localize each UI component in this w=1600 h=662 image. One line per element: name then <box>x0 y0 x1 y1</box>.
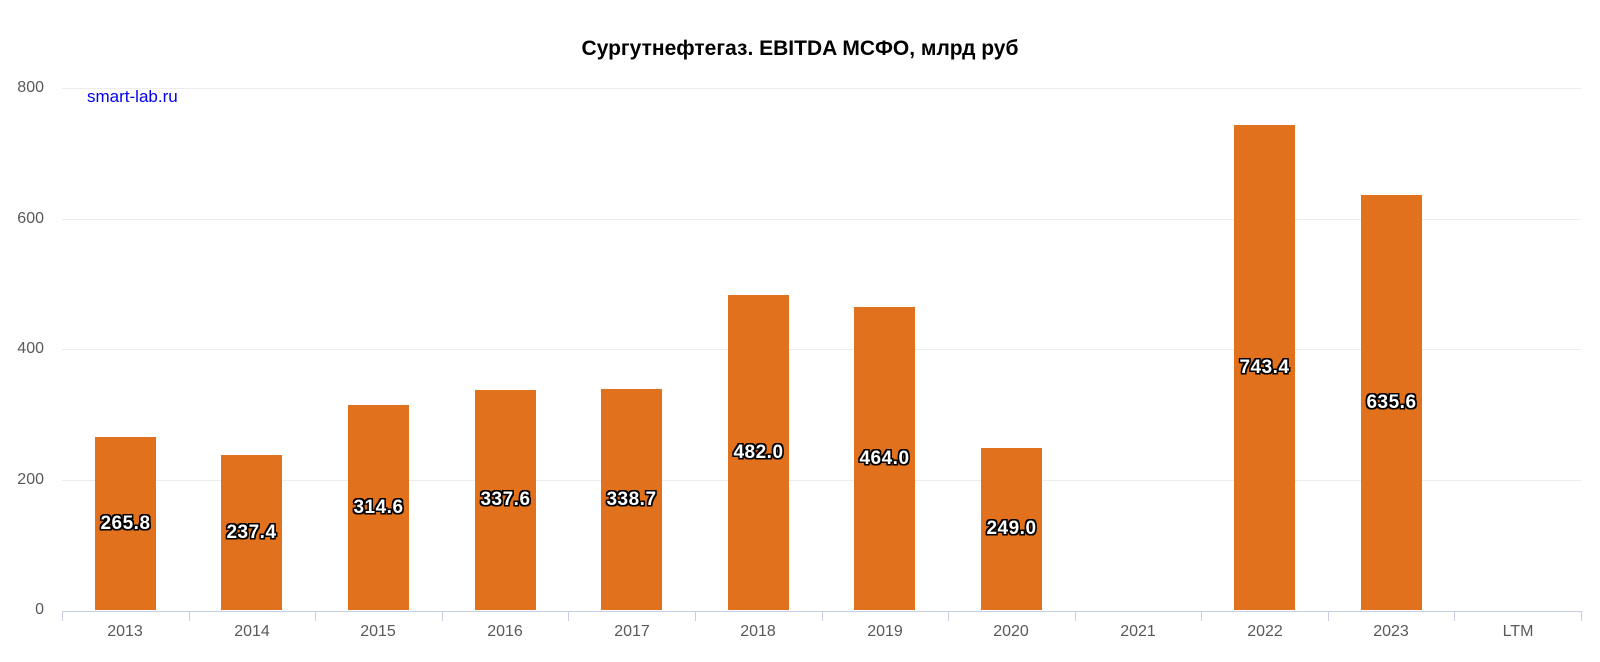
x-axis-tick <box>568 611 569 621</box>
gridline-600 <box>62 219 1581 220</box>
y-axis-tick-label: 800 <box>17 79 44 96</box>
bar-value-label-2016: 337.6 <box>480 489 531 510</box>
x-axis-label-2023: 2023 <box>1373 623 1409 640</box>
x-axis-tick <box>189 611 190 621</box>
gridline-400 <box>62 349 1581 350</box>
bar-value-label-2020: 249.0 <box>986 518 1037 539</box>
bar-value-label-2017: 338.7 <box>606 488 657 510</box>
x-axis-tick <box>1454 611 1455 621</box>
bar-2013: 265.8 <box>95 437 156 610</box>
x-axis-label-2020: 2020 <box>993 623 1029 640</box>
x-axis-tick <box>948 611 949 621</box>
y-axis-tick-label: 600 <box>17 210 44 227</box>
bar-value-label-2014: 237.4 <box>226 521 277 543</box>
bar-value-label-2013: 265.8 <box>100 512 151 534</box>
bar-2020: 249.0 <box>981 448 1042 610</box>
x-axis-tick <box>695 611 696 621</box>
bar-2014: 237.4 <box>221 455 282 610</box>
x-axis-tick <box>62 611 63 621</box>
bar-2022: 743.4 <box>1234 125 1295 610</box>
chart-title: Сургутнефтегаз. EBITDA МСФО, млрд руб <box>581 37 1019 60</box>
x-axis-label-2015: 2015 <box>360 623 396 640</box>
x-axis-label-2016: 2016 <box>487 623 523 640</box>
bar-2023: 635.6 <box>1361 195 1422 610</box>
x-axis-tick <box>1581 611 1582 621</box>
x-axis-label-LTM: LTM <box>1502 623 1534 640</box>
x-axis-tick <box>442 611 443 621</box>
gridline-800 <box>62 88 1581 89</box>
smart-lab-watermark: smart-lab.ru <box>87 87 178 106</box>
bar-2015: 314.6 <box>348 405 409 610</box>
bar-2017: 338.7 <box>601 389 662 610</box>
bar-2016: 337.6 <box>475 390 536 610</box>
bar-2018: 482.0 <box>728 295 789 610</box>
bar-value-label-2015: 314.6 <box>353 496 404 518</box>
x-axis-label-2014: 2014 <box>234 623 270 640</box>
x-axis-tick <box>822 611 823 621</box>
x-axis-line <box>62 611 1581 612</box>
bar-value-label-2018: 482.0 <box>733 441 784 463</box>
x-axis-label-2013: 2013 <box>107 623 143 640</box>
bar-2019: 464.0 <box>854 307 915 610</box>
gridline-200 <box>62 480 1581 481</box>
y-axis-tick-label: 200 <box>17 471 44 488</box>
x-axis-label-2017: 2017 <box>614 623 650 640</box>
bar-value-label-2019: 464.0 <box>859 447 910 469</box>
bar-value-label-2023: 635.6 <box>1366 391 1417 413</box>
y-axis-tick-label: 0 <box>35 601 44 618</box>
x-axis-tick <box>1201 611 1202 621</box>
x-axis-tick <box>1075 611 1076 621</box>
x-axis-label-2018: 2018 <box>740 623 776 640</box>
x-axis-label-2022: 2022 <box>1247 623 1283 640</box>
x-axis-tick <box>315 611 316 621</box>
x-axis-label-2021: 2021 <box>1120 623 1156 640</box>
y-axis-tick-label: 400 <box>17 340 44 357</box>
x-axis-tick <box>1328 611 1329 621</box>
bar-value-label-2022: 743.4 <box>1239 356 1290 378</box>
x-axis-label-2019: 2019 <box>867 623 903 640</box>
